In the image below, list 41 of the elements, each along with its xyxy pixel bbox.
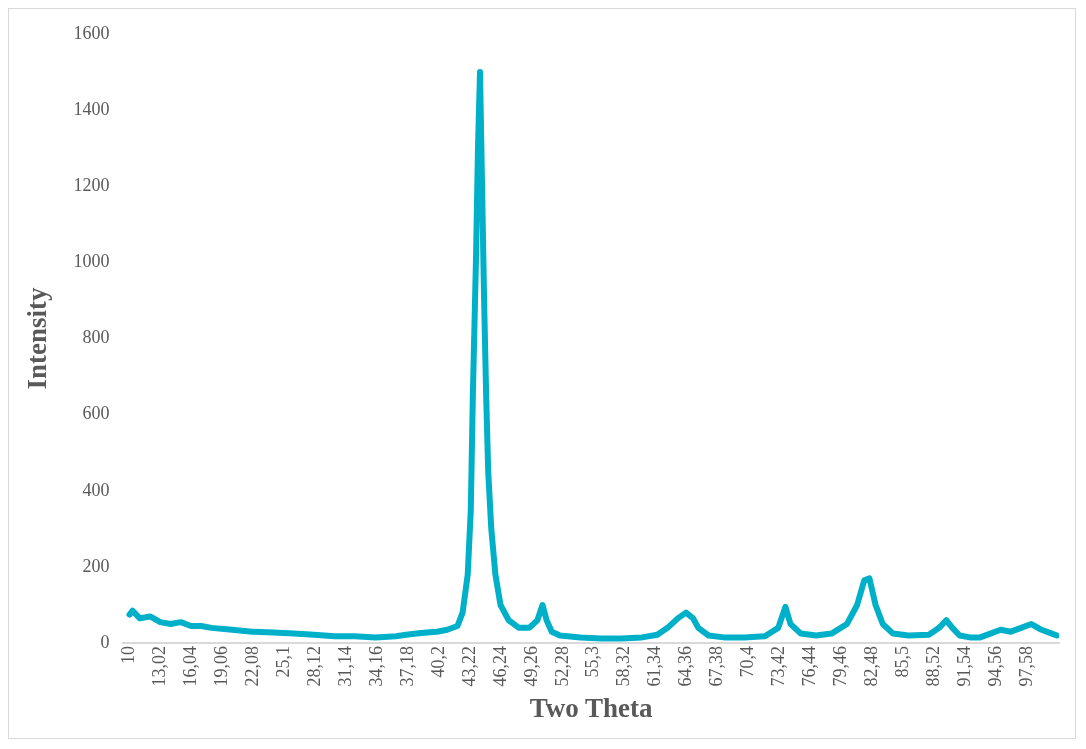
x-tick-label: 70,4 xyxy=(737,646,758,678)
x-tick-label: 43,22 xyxy=(458,646,479,687)
x-axis-title: Two Theta xyxy=(529,692,654,723)
y-axis-title: Intensity xyxy=(22,286,53,390)
x-tick-label: 61,34 xyxy=(644,646,665,687)
x-tick-label: 40,2 xyxy=(427,646,448,678)
x-tick-label: 34,16 xyxy=(365,646,386,687)
y-tick-label: 400 xyxy=(82,479,110,500)
y-tick-label: 200 xyxy=(82,555,110,576)
x-tick-label: 22,08 xyxy=(242,646,263,687)
x-tick-label: 16,04 xyxy=(180,646,201,687)
y-tick-label: 1400 xyxy=(73,98,110,119)
x-tick-label: 31,14 xyxy=(334,646,355,687)
x-tick-label: 85,5 xyxy=(891,646,912,678)
x-tick-label: 19,06 xyxy=(211,646,232,687)
x-tick-label: 97,58 xyxy=(1015,646,1036,687)
x-tick-label: 88,52 xyxy=(922,646,943,687)
x-tick-label: 46,24 xyxy=(489,646,510,687)
x-tick-label: 13,02 xyxy=(149,646,170,687)
x-tick-label: 94,56 xyxy=(984,646,1005,687)
x-tick-label: 64,36 xyxy=(675,646,696,687)
y-tick-label: 1200 xyxy=(73,174,110,195)
y-tick-label: 600 xyxy=(82,403,110,424)
x-tick-label: 82,48 xyxy=(861,646,882,687)
x-tick-label: 10 xyxy=(118,646,139,665)
x-tick-label: 58,32 xyxy=(613,646,634,687)
y-tick-label: 1600 xyxy=(73,22,110,43)
x-tick-label: 91,54 xyxy=(953,646,974,687)
x-tick-label: 28,12 xyxy=(303,646,324,687)
y-tick-label: 0 xyxy=(100,631,110,652)
x-tick-label: 52,28 xyxy=(551,646,572,687)
x-tick-label: 76,44 xyxy=(799,646,820,687)
y-tick-label: 1000 xyxy=(73,251,110,272)
x-tick-label: 49,26 xyxy=(520,646,541,687)
x-tick-label: 37,18 xyxy=(396,646,417,687)
x-tick-label: 25,1 xyxy=(273,646,294,678)
y-tick-label: 800 xyxy=(82,327,110,348)
x-tick-label: 67,38 xyxy=(706,646,727,687)
x-tick-label: 55,3 xyxy=(582,646,603,678)
x-tick-label: 79,46 xyxy=(830,646,851,687)
x-tick-label: 73,42 xyxy=(768,646,789,687)
